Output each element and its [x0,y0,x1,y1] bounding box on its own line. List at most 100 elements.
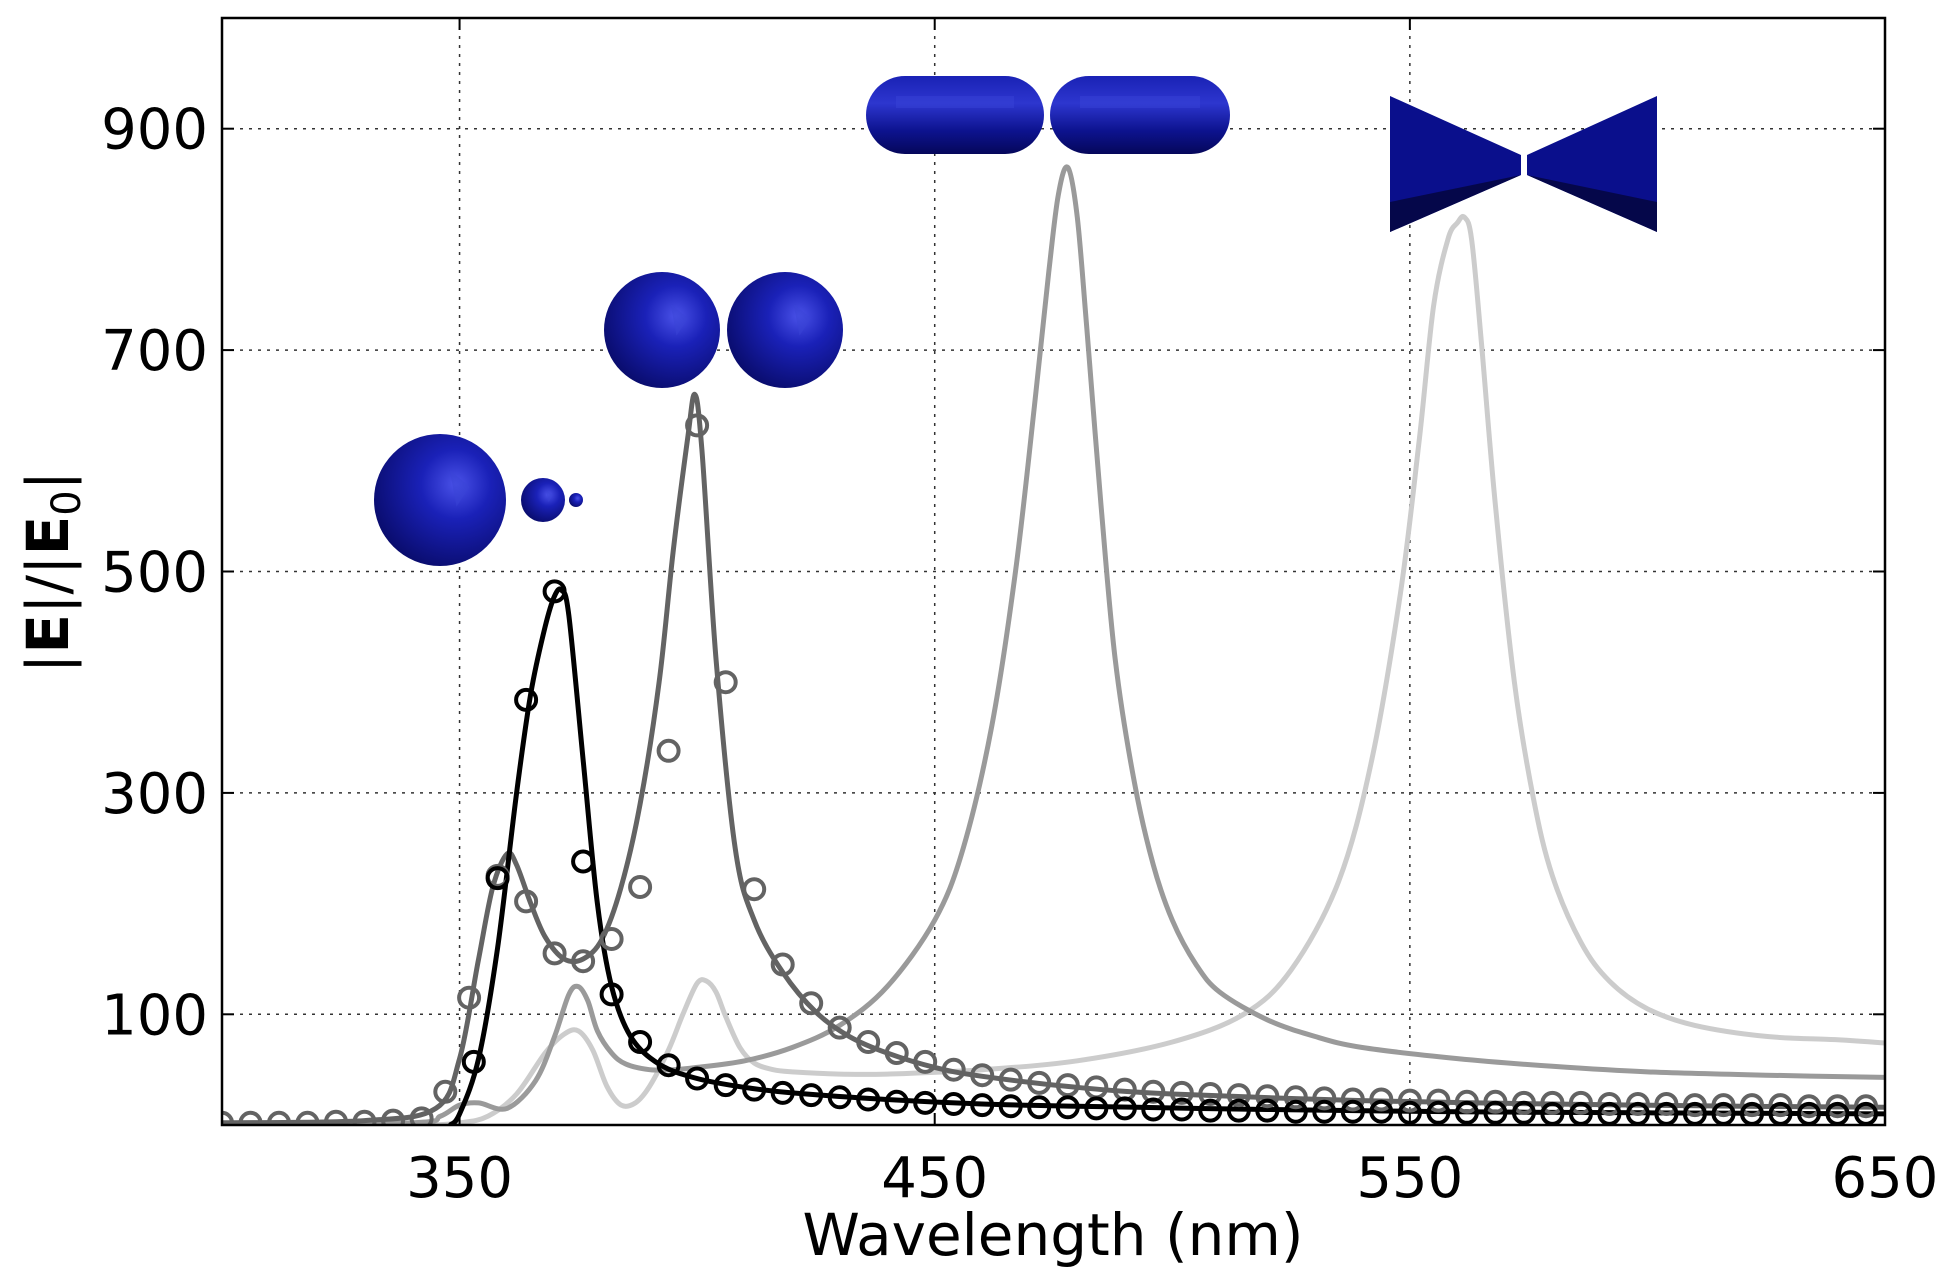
series-1-marker [1312,1086,1337,1111]
series-1-marker [1283,1085,1308,1110]
series-1-marker [1597,1092,1622,1116]
series-1-marker [970,1063,995,1088]
series-1-marker [1854,1094,1878,1119]
series-1-marker [1454,1089,1479,1114]
series-1-marker [542,941,567,966]
x-axis-title: Wavelength (nm) [802,1201,1303,1269]
series-1-marker [267,1110,291,1125]
series-0-marker [485,866,510,891]
series-0-marker [998,1094,1023,1119]
series-1-marker [324,1109,348,1125]
y-tick-label: 300 [101,762,208,827]
series-line-3 [222,213,1885,1125]
series-1-marker [1625,1092,1650,1116]
series-1-marker [1198,1082,1223,1106]
series-1-marker [1797,1094,1821,1119]
series-0-marker [1084,1096,1109,1121]
x-axis-ticks: 350 450 550 650 [406,18,1938,1211]
series-1-marker [381,1108,406,1125]
series-1-marker [1169,1080,1194,1105]
series-0-marker [1226,1098,1251,1123]
series-1-marker [599,927,624,951]
series-0-marker [1283,1099,1308,1124]
series-0-marker [1340,1099,1365,1124]
series-line-1 [222,391,1885,1125]
series-line-2 [222,164,1885,1125]
series-0-marker [1511,1100,1536,1125]
series-1-marker [1568,1090,1593,1115]
series-1-marker [1511,1090,1536,1115]
series-0-marker [1483,1100,1508,1125]
series-0-marker [1141,1097,1166,1122]
series-0-marker [656,1053,681,1078]
series-1-marker [1768,1093,1793,1118]
x-tick-label: 650 [1832,1146,1939,1211]
series-1-marker [685,413,710,438]
series-1-marker [1426,1088,1451,1113]
series-0-marker [599,982,624,1007]
series-0-marker [571,849,596,874]
series-0-marker [941,1092,966,1116]
series-0-marker [1169,1097,1194,1122]
series-1-marker [1055,1073,1080,1098]
series-1-marker [941,1057,966,1082]
x-tick-label: 450 [881,1146,988,1211]
series-1-marker [1340,1087,1365,1112]
series-0-marker [827,1085,852,1110]
series-1-marker [514,889,539,914]
rod-left [866,76,1044,154]
series-0-marker [514,687,539,712]
series-1-marker [1483,1089,1508,1114]
series-1-marker [1540,1090,1565,1115]
y-axis-title: |E|/|E0| [14,471,90,673]
bowtie [1390,96,1657,232]
series-0-marker [770,1080,795,1105]
series-1-marker [1369,1087,1394,1112]
series-1-marker [656,738,681,763]
series-0-marker [1027,1095,1052,1120]
series-1-marker [352,1109,377,1125]
y-tick-label: 500 [101,541,208,606]
series-1-marker [998,1067,1023,1092]
series-0-marker [799,1083,824,1108]
series-0-marker [970,1093,995,1118]
y-axis-ticks: 100 300 500 700 900 [101,98,1885,1048]
x-tick-label: 350 [406,1146,513,1211]
x-tick-label: 550 [1356,1146,1463,1211]
series-1-marker [1682,1093,1707,1118]
series-0-marker [1369,1099,1394,1124]
series-1-marker [713,670,738,695]
series-1-marker [295,1110,320,1125]
dimer-sphere-left [604,272,720,388]
series-1-marker [238,1110,263,1125]
series-0-marker [713,1073,738,1098]
series-1-marker [1740,1093,1764,1118]
series-1-marker [1654,1092,1679,1116]
y-tick-label: 700 [101,319,208,384]
series-1-marker [799,991,824,1016]
series-0-marker [542,579,567,604]
series-0-marker [1112,1096,1137,1121]
series-1-marker [1825,1094,1850,1119]
series-1-marker [1255,1084,1280,1109]
series-1-marker [628,875,653,899]
series-0-marker [1312,1099,1337,1124]
series-0-marker [628,1030,653,1054]
series-1-marker [884,1041,909,1065]
y-tick-label: 100 [101,983,208,1048]
series-0-marker [1426,1100,1451,1125]
series-0-marker [742,1077,767,1102]
series-1-marker [1226,1083,1251,1108]
series-0-marker [461,1049,486,1074]
series-1-marker [827,1015,852,1040]
series-1-marker [1397,1088,1422,1113]
dimer-sphere-right [727,272,843,388]
series-1-marker [457,985,482,1010]
series-1-marker [856,1030,881,1054]
series-1-marker [770,952,795,977]
series-0-marker [1454,1100,1479,1125]
series-1-marker [571,949,596,974]
series-1-marker [913,1049,938,1074]
y-tick-label: 900 [101,98,208,163]
series-0-marker [1255,1098,1280,1123]
